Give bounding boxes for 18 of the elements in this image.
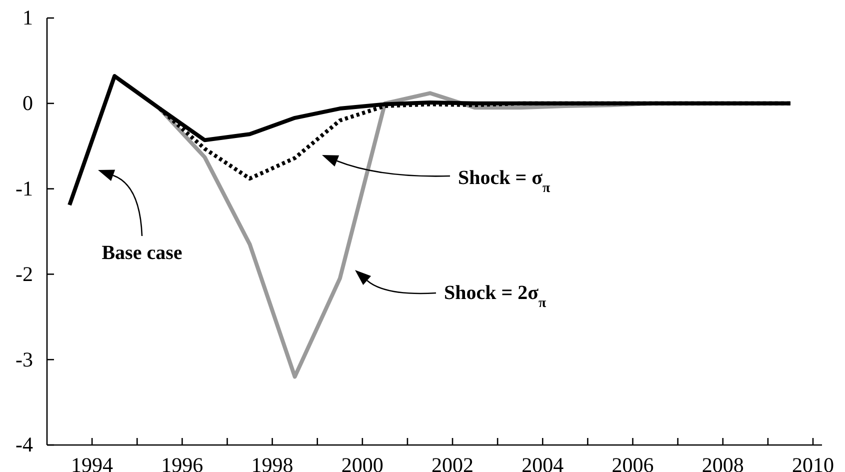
x-tick-label: 2004 xyxy=(522,452,564,472)
annotation: Shock = 2σ$_{π}$ xyxy=(444,282,547,310)
y-tick-label: 1 xyxy=(22,6,33,30)
annotation: Shock = σ$_{π}$ xyxy=(458,167,551,196)
x-tick-label: 2010 xyxy=(792,452,834,472)
y-tick-label: -3 xyxy=(16,347,33,372)
x-tick-label: 2006 xyxy=(612,452,654,472)
x-tick-label: 1998 xyxy=(251,452,294,472)
y-tick-label: 0 xyxy=(22,91,33,116)
x-tick-label: 2000 xyxy=(341,452,384,472)
y-tick-label: -1 xyxy=(16,176,33,201)
x-tick-label: 1994 xyxy=(71,452,114,472)
annotation: Base case xyxy=(102,242,182,264)
y-tick-label: -2 xyxy=(16,262,33,286)
x-tick-label: 2008 xyxy=(702,452,744,472)
x-tick-label: 1996 xyxy=(161,452,204,472)
y-tick-label: -4 xyxy=(16,432,34,457)
x-tick-label: 2002 xyxy=(432,452,474,472)
